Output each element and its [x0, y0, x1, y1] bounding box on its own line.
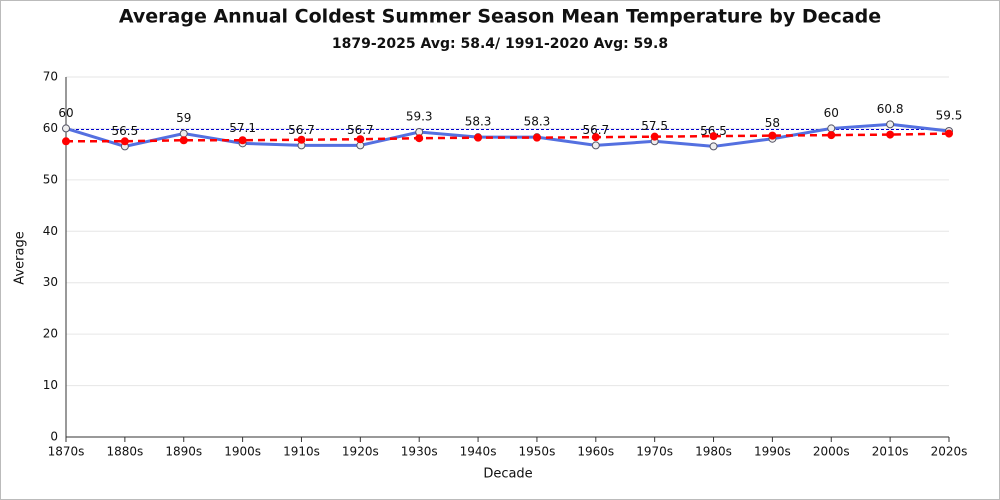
trend-point: [238, 136, 247, 145]
trend-point: [120, 137, 129, 146]
data-label: 56.5: [700, 124, 727, 138]
x-tick-label: 1960s: [577, 445, 614, 459]
trend-point: [415, 134, 424, 143]
data-label: 56.7: [288, 123, 315, 137]
trend-point: [768, 131, 777, 140]
y-tick-label: 50: [43, 172, 58, 186]
x-tick-label: 1870s: [48, 445, 85, 459]
data-label: 57.1: [229, 121, 256, 135]
data-label: 58.3: [524, 115, 551, 129]
x-axis-label: Decade: [483, 467, 532, 482]
trend-point: [62, 137, 70, 146]
trend-point: [945, 129, 953, 138]
y-tick-label: 10: [43, 378, 58, 392]
data-point: [827, 124, 836, 133]
trend-point: [297, 135, 306, 144]
x-tick-label: 2020s: [931, 445, 968, 459]
x-tick-label: 2010s: [872, 445, 909, 459]
series-line: [65, 122, 950, 148]
x-tick-label: 1880s: [106, 445, 143, 459]
chart-title: Average Annual Coldest Summer Season Mea…: [119, 6, 881, 28]
x-tick-label: 1980s: [695, 445, 732, 459]
data-label: 58.3: [465, 115, 492, 129]
x-tick-label: 1900s: [224, 445, 261, 459]
y-tick-label: 40: [43, 224, 58, 238]
series-line: [66, 132, 950, 143]
data-point: [709, 142, 718, 151]
data-point: [62, 124, 70, 133]
data-label: 58: [765, 116, 780, 130]
data-label: 59.5: [936, 109, 963, 123]
y-tick-label: 60: [43, 121, 58, 135]
data-point: [179, 129, 188, 138]
data-label: 60.8: [877, 102, 904, 116]
data-label: 60: [58, 106, 73, 120]
y-tick-label: 0: [50, 430, 58, 444]
data-point: [886, 120, 895, 129]
trend-point: [650, 132, 659, 141]
trend-point: [356, 135, 365, 144]
trend-point: [591, 133, 600, 142]
data-label: 59.3: [406, 110, 433, 124]
x-tick-label: 2000s: [813, 445, 850, 459]
trend-point: [179, 136, 188, 145]
data-label: 56.7: [347, 123, 374, 137]
chart-subtitle: 1879-2025 Avg: 58.4/ 1991-2020 Avg: 59.8: [332, 36, 668, 52]
y-axis-label: Average: [13, 231, 28, 284]
trend-point: [474, 133, 483, 142]
data-point: [591, 141, 600, 150]
x-tick-label: 1990s: [754, 445, 791, 459]
trend-point: [827, 131, 836, 140]
x-tick-label: 1940s: [460, 445, 497, 459]
trend-point: [709, 132, 718, 141]
data-label: 60: [824, 106, 839, 120]
x-tick-label: 1950s: [519, 445, 556, 459]
trend-point: [886, 130, 895, 139]
x-tick-label: 1930s: [401, 445, 438, 459]
y-tick-label: 70: [43, 70, 58, 84]
y-tick-label: 30: [43, 275, 58, 289]
x-tick-label: 1890s: [165, 445, 202, 459]
data-label: 57.5: [641, 119, 668, 133]
data-label: 56.5: [112, 124, 139, 138]
x-tick-label: 1910s: [283, 445, 320, 459]
data-label: 59: [176, 111, 191, 125]
x-tick-label: 1920s: [342, 445, 379, 459]
trend-point: [532, 133, 541, 142]
data-label: 56.7: [582, 123, 609, 137]
x-tick-label: 1970s: [636, 445, 673, 459]
y-tick-label: 20: [43, 327, 58, 341]
